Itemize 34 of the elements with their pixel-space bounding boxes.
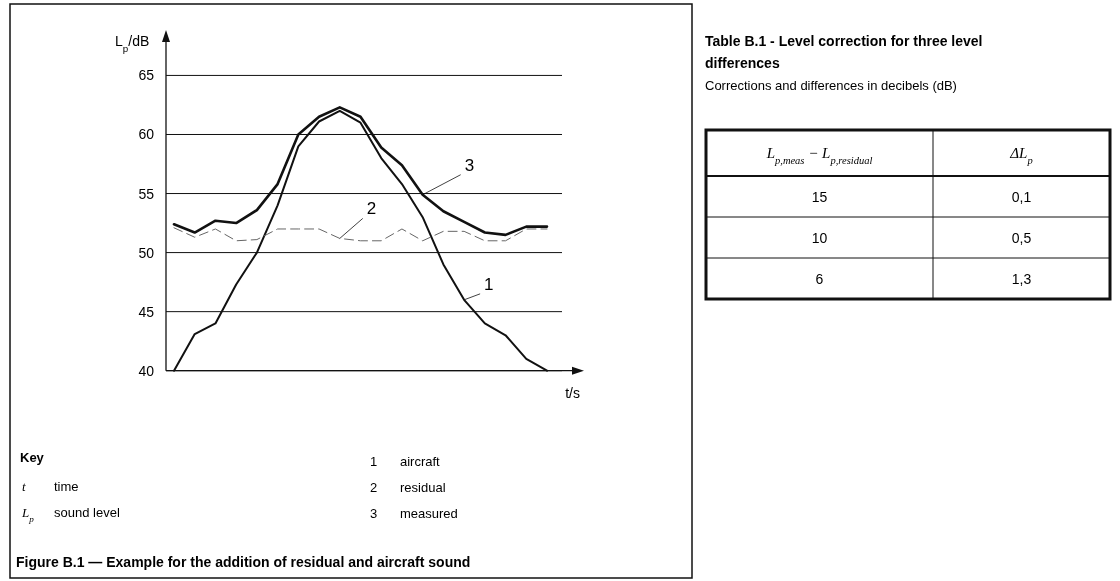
y-tick-label: 50 (138, 244, 155, 261)
text: sound level (54, 505, 120, 520)
text: Corrections and differences in decibels (dB) (705, 78, 957, 93)
text: ΔL$_{p}$ (1009, 145, 1033, 166)
y-tick-label: 55 (138, 185, 155, 202)
text: 1 (370, 454, 378, 469)
text: measured (400, 506, 458, 521)
text: L$_{p}$ (21, 505, 35, 524)
series-label: 1 (484, 274, 494, 294)
y-tick-label: 45 (138, 303, 155, 320)
text: 1,3 (1011, 270, 1032, 287)
y-tick-label: 65 (138, 67, 155, 84)
text: time (54, 479, 79, 494)
text: Key (20, 450, 45, 465)
y-tick-label: 60 (138, 126, 155, 143)
text: t (22, 479, 26, 494)
text: Table B.1 - Level correction for three level differences (705, 33, 983, 71)
text: 0,1 (1011, 188, 1032, 205)
line-series (173, 227, 548, 242)
x-axis-title: t/s (565, 385, 580, 401)
text: 3 (464, 155, 475, 175)
y-tick-label: 40 (138, 362, 155, 379)
text: 6 (815, 270, 824, 287)
series-label: 2 (366, 199, 377, 219)
text: 3 (370, 506, 378, 521)
text: 15 (811, 188, 828, 205)
y-axis-title: L$_{p}$/dB (115, 33, 150, 54)
text: 10 (811, 229, 828, 246)
text: 0,5 (1011, 229, 1032, 246)
text: L$_{p,meas}$ − L$_{p,residual}$ (765, 145, 873, 166)
text: 2 (370, 480, 378, 495)
text: Figure B.1 — Example for the addition of residual and aircraft sound (16, 554, 471, 570)
text: residual (400, 480, 446, 495)
text: aircraft (400, 454, 441, 469)
